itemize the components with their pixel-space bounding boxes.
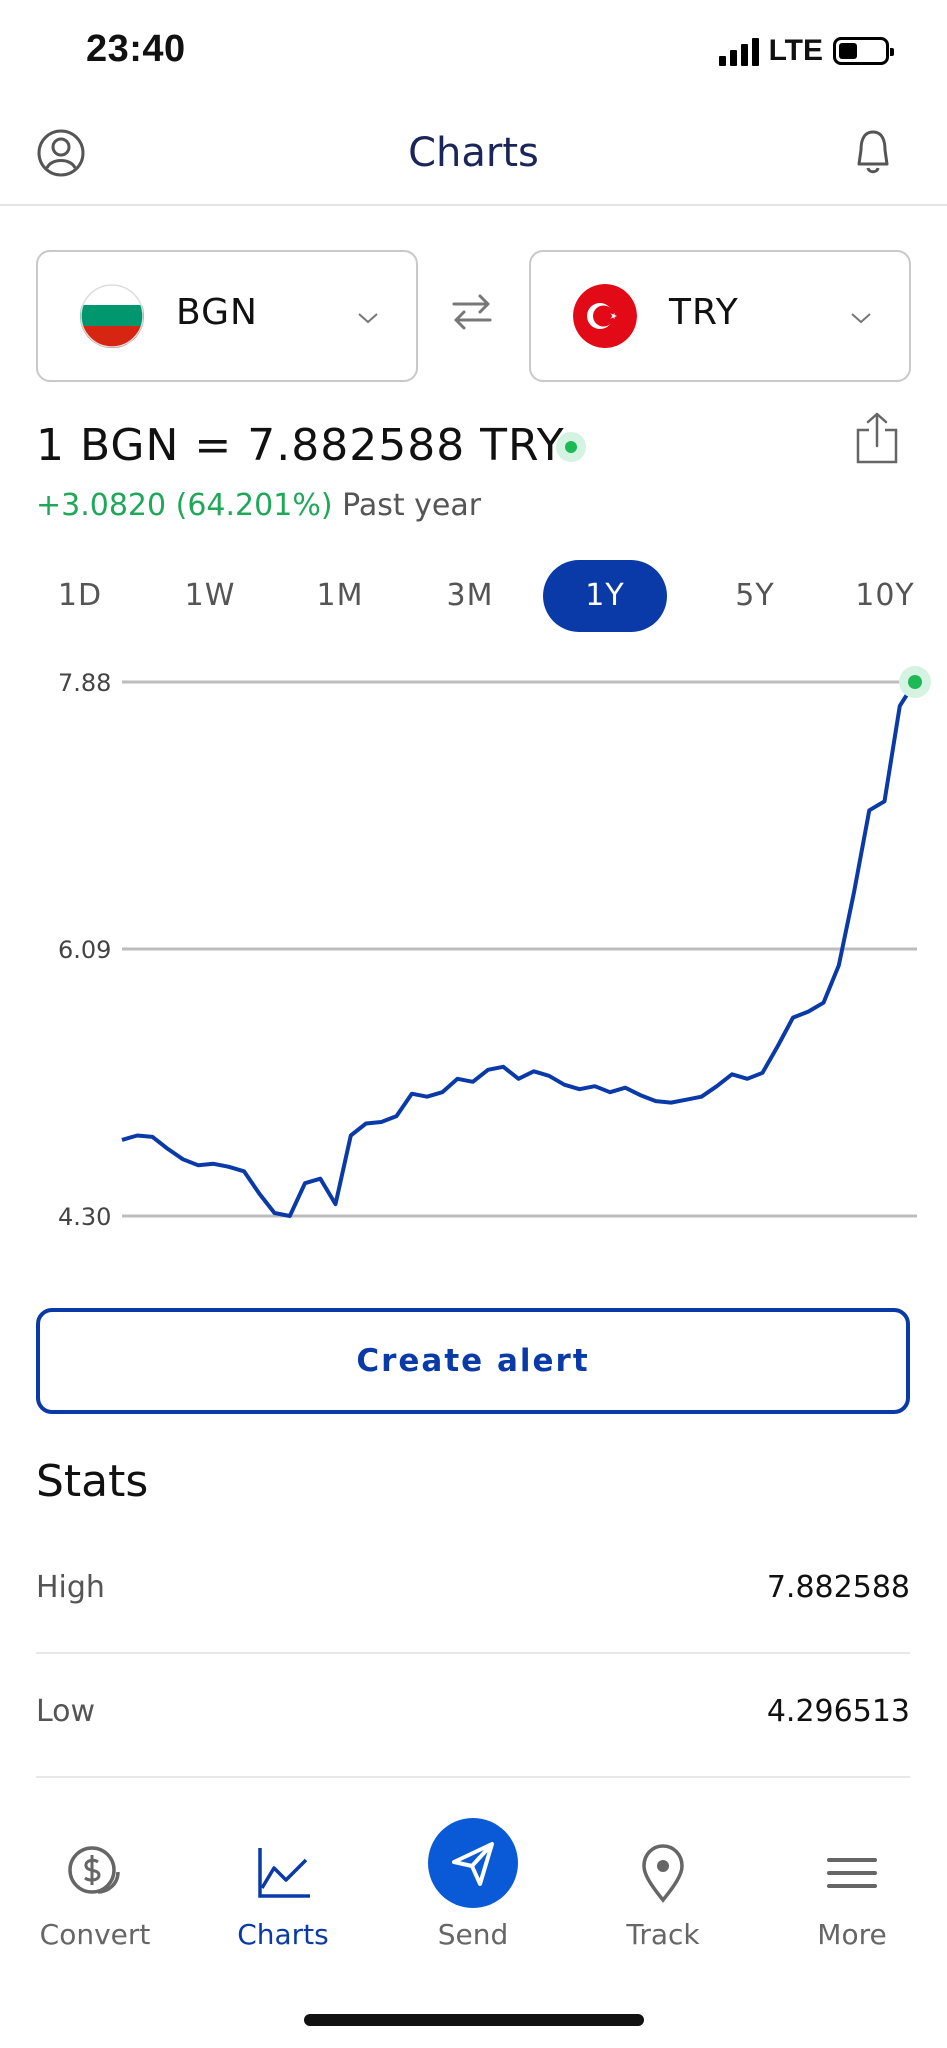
rate-chart[interactable]: 7.88 6.09 4.30 <box>0 650 947 1250</box>
from-currency-code: BGN <box>176 292 258 333</box>
page-title: Charts <box>408 130 539 176</box>
stat-row-low: Low 4.296513 <box>36 1654 910 1778</box>
stat-label: High <box>36 1570 105 1605</box>
stat-label: Low <box>36 1694 96 1729</box>
share-icon[interactable] <box>852 410 902 466</box>
location-pin-icon <box>642 1844 684 1903</box>
nav-label: Send <box>437 1918 509 1951</box>
nav-label: Charts <box>237 1918 329 1951</box>
paper-plane-icon <box>452 1842 494 1886</box>
stats-title: Stats <box>36 1456 149 1507</box>
tab-3m[interactable]: 3M <box>446 578 494 613</box>
chevron-down-icon <box>358 313 378 324</box>
nav-label: More <box>817 1918 887 1951</box>
line-chart-icon <box>258 1848 310 1898</box>
stat-value: 4.296513 <box>766 1694 910 1729</box>
nav-label: Track <box>626 1918 700 1951</box>
end-point <box>908 675 922 689</box>
tab-1d[interactable]: 1D <box>57 578 103 613</box>
stat-row-high: High 7.882588 <box>36 1530 910 1654</box>
stat-value: 7.882588 <box>766 1570 910 1605</box>
tab-1m[interactable]: 1M <box>316 578 364 613</box>
swap-icon[interactable] <box>448 288 496 336</box>
nav-convert[interactable]: Convert <box>0 1780 190 1951</box>
status-time: 23:40 <box>86 28 186 70</box>
live-indicator-icon <box>556 432 586 462</box>
hamburger-menu-icon <box>827 1858 877 1888</box>
home-indicator <box>304 2014 644 2026</box>
from-currency-select[interactable]: BGN <box>36 250 418 382</box>
tab-10y[interactable]: 10Y <box>855 578 915 613</box>
dollar-coin-icon <box>68 1846 120 1894</box>
change-period: Past year <box>342 488 482 523</box>
change-value: +3.0820 (64.201%) <box>36 488 333 523</box>
y-tick-label: 4.30 <box>58 1203 111 1231</box>
bell-icon[interactable] <box>849 128 897 178</box>
bulgaria-flag-icon <box>80 284 144 348</box>
bottom-nav: Convert Charts Send Track More <box>0 1780 947 2048</box>
send-button-bg <box>428 1818 518 1908</box>
create-alert-button[interactable]: Create alert <box>36 1308 910 1414</box>
nav-label: Convert <box>39 1918 151 1951</box>
battery-icon <box>833 37 894 65</box>
chevron-down-icon <box>851 313 871 324</box>
to-currency-select[interactable]: TRY <box>529 250 911 382</box>
y-tick-label: 7.88 <box>58 669 111 697</box>
to-currency-code: TRY <box>669 292 739 333</box>
nav-more[interactable]: More <box>757 1780 947 1951</box>
status-indicators: LTE <box>718 34 894 68</box>
network-type: LTE <box>768 34 823 67</box>
signal-icon <box>718 36 759 66</box>
rate-line <box>121 680 917 1218</box>
turkey-flag-icon <box>573 284 637 348</box>
y-tick-label: 6.09 <box>58 936 111 964</box>
range-tabs: 1D 1W 1M 3M 1Y 5Y 10Y <box>18 560 928 632</box>
nav-send[interactable]: Send <box>378 1780 568 1951</box>
exchange-rate: 1 BGN = 7.882588 TRY <box>36 420 565 471</box>
profile-icon[interactable] <box>36 128 86 178</box>
app-header <box>0 110 947 206</box>
rate-change: +3.0820 (64.201%) Past year <box>36 488 481 523</box>
tab-1y[interactable]: 1Y <box>543 560 667 632</box>
tab-5y[interactable]: 5Y <box>735 578 775 613</box>
nav-charts[interactable]: Charts <box>188 1780 378 1951</box>
tab-1w[interactable]: 1W <box>184 578 236 613</box>
nav-track[interactable]: Track <box>568 1780 758 1951</box>
